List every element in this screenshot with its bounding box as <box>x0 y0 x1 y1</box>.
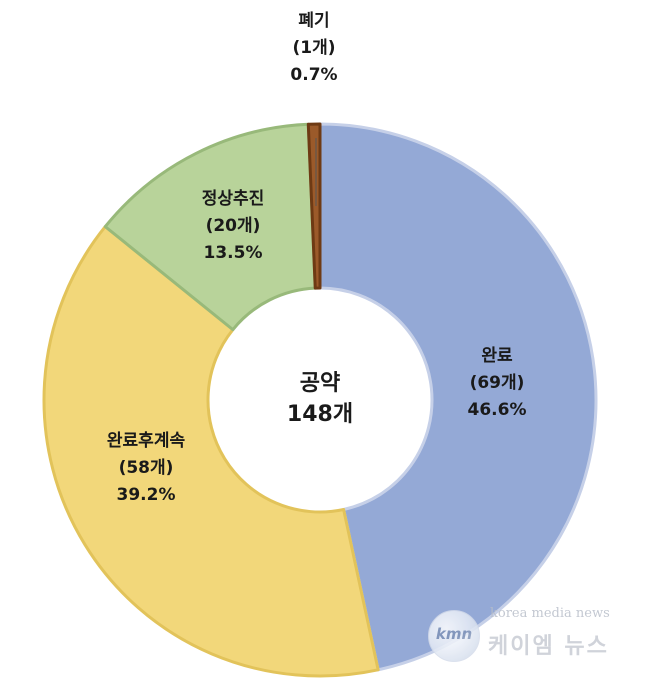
slice-label-완료후계속: 완료후계속 (58개) 39.2% <box>107 428 185 509</box>
watermark-en-text: korea media news <box>490 606 610 621</box>
slice-percent: 0.7% <box>290 65 338 85</box>
center-label: 공약 148개 <box>287 368 353 430</box>
slice-percent: 46.6% <box>467 400 527 420</box>
slice-name: 완료후계속 <box>106 431 186 451</box>
slice-label-정상추진: 정상추진 (20개) 13.5% <box>202 186 265 267</box>
slice-label-폐기: 폐기 (1개) 0.7% <box>290 8 337 89</box>
watermark-ko-text: 케이엠 뉴스 <box>488 634 609 659</box>
slice-정상추진 <box>103 122 317 332</box>
slice-완료 <box>318 122 598 672</box>
slice-count: (1개) <box>292 38 336 58</box>
slice-percent: 13.5% <box>203 243 263 263</box>
slice-percent: 39.2% <box>116 485 176 505</box>
center-label-title: 공약 <box>299 371 341 396</box>
slice-count: (69개) <box>469 373 525 393</box>
slice-label-완료: 완료 (69개) 46.6% <box>468 343 527 424</box>
slice-count: (58개) <box>118 458 174 478</box>
slice-count: (20개) <box>205 216 261 236</box>
watermark: kmn korea media news 케이엠 뉴스 <box>428 606 628 666</box>
slice-폐기 <box>306 122 322 290</box>
slice-name: 완료 <box>481 346 513 366</box>
slice-완료후계속 <box>42 225 380 678</box>
slice-name: 정상추진 <box>201 189 265 209</box>
slice-name: 폐기 <box>298 11 330 31</box>
kmn-logo-icon: kmn <box>428 610 480 662</box>
center-label-total: 148개 <box>286 402 354 427</box>
